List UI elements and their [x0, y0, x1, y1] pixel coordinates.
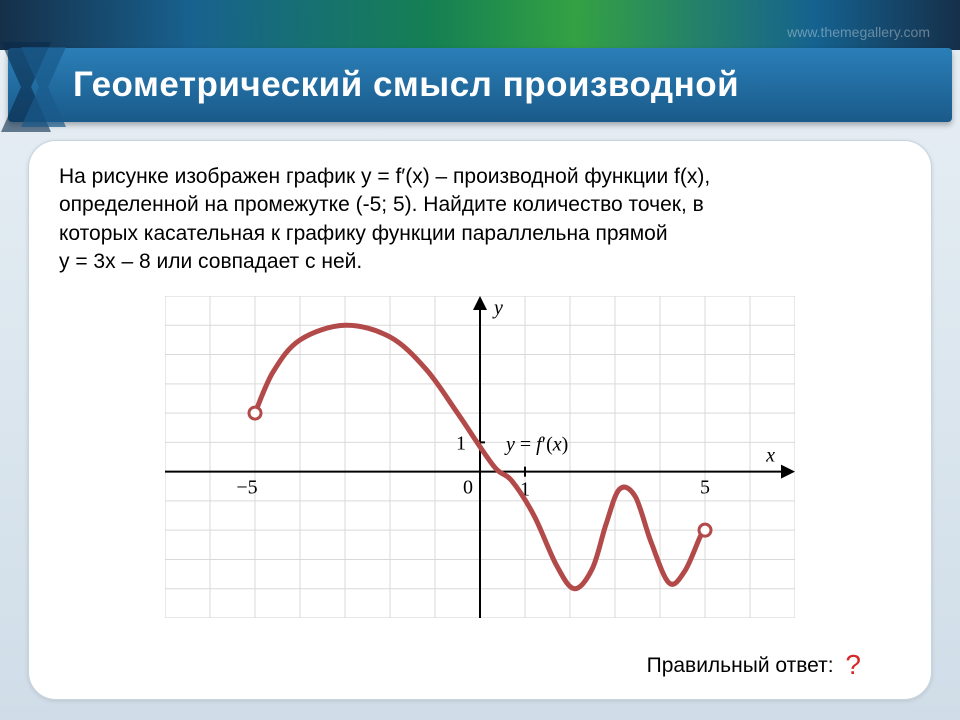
problem-line: которых касательная к графику функции па…	[59, 220, 901, 248]
answer-mark: ?	[845, 649, 861, 680]
chart-svg: −50151xyy = f′(x)	[165, 296, 795, 618]
svg-text:−5: −5	[236, 477, 257, 499]
svg-text:x: x	[765, 445, 775, 467]
svg-text:0: 0	[463, 477, 473, 499]
page-title: Геометрический смысл производной	[73, 65, 739, 105]
svg-text:y = f′(x): y = f′(x)	[504, 433, 568, 455]
svg-text:y: y	[492, 297, 503, 319]
problem-text: На рисунке изображен график y = f′(x) – …	[59, 163, 901, 276]
problem-line: На рисунке изображен график y = f′(x) – …	[59, 163, 901, 191]
svg-text:1: 1	[456, 432, 466, 454]
title-bar: Геометрический смысл производной	[8, 48, 952, 122]
watermark: www.themegallery.com	[787, 24, 930, 40]
chevron-decor-icon	[0, 42, 86, 132]
content-card: На рисунке изображен график y = f′(x) – …	[28, 140, 932, 700]
problem-line: определенной на промежутке (-5; 5). Найд…	[59, 191, 901, 219]
answer-line: Правильный ответ: ?	[647, 649, 861, 681]
answer-label: Правильный ответ:	[647, 654, 834, 677]
derivative-chart: −50151xyy = f′(x)	[165, 296, 795, 618]
problem-line: y = 3x – 8 или совпадает с ней.	[59, 248, 901, 276]
svg-text:5: 5	[700, 477, 710, 499]
